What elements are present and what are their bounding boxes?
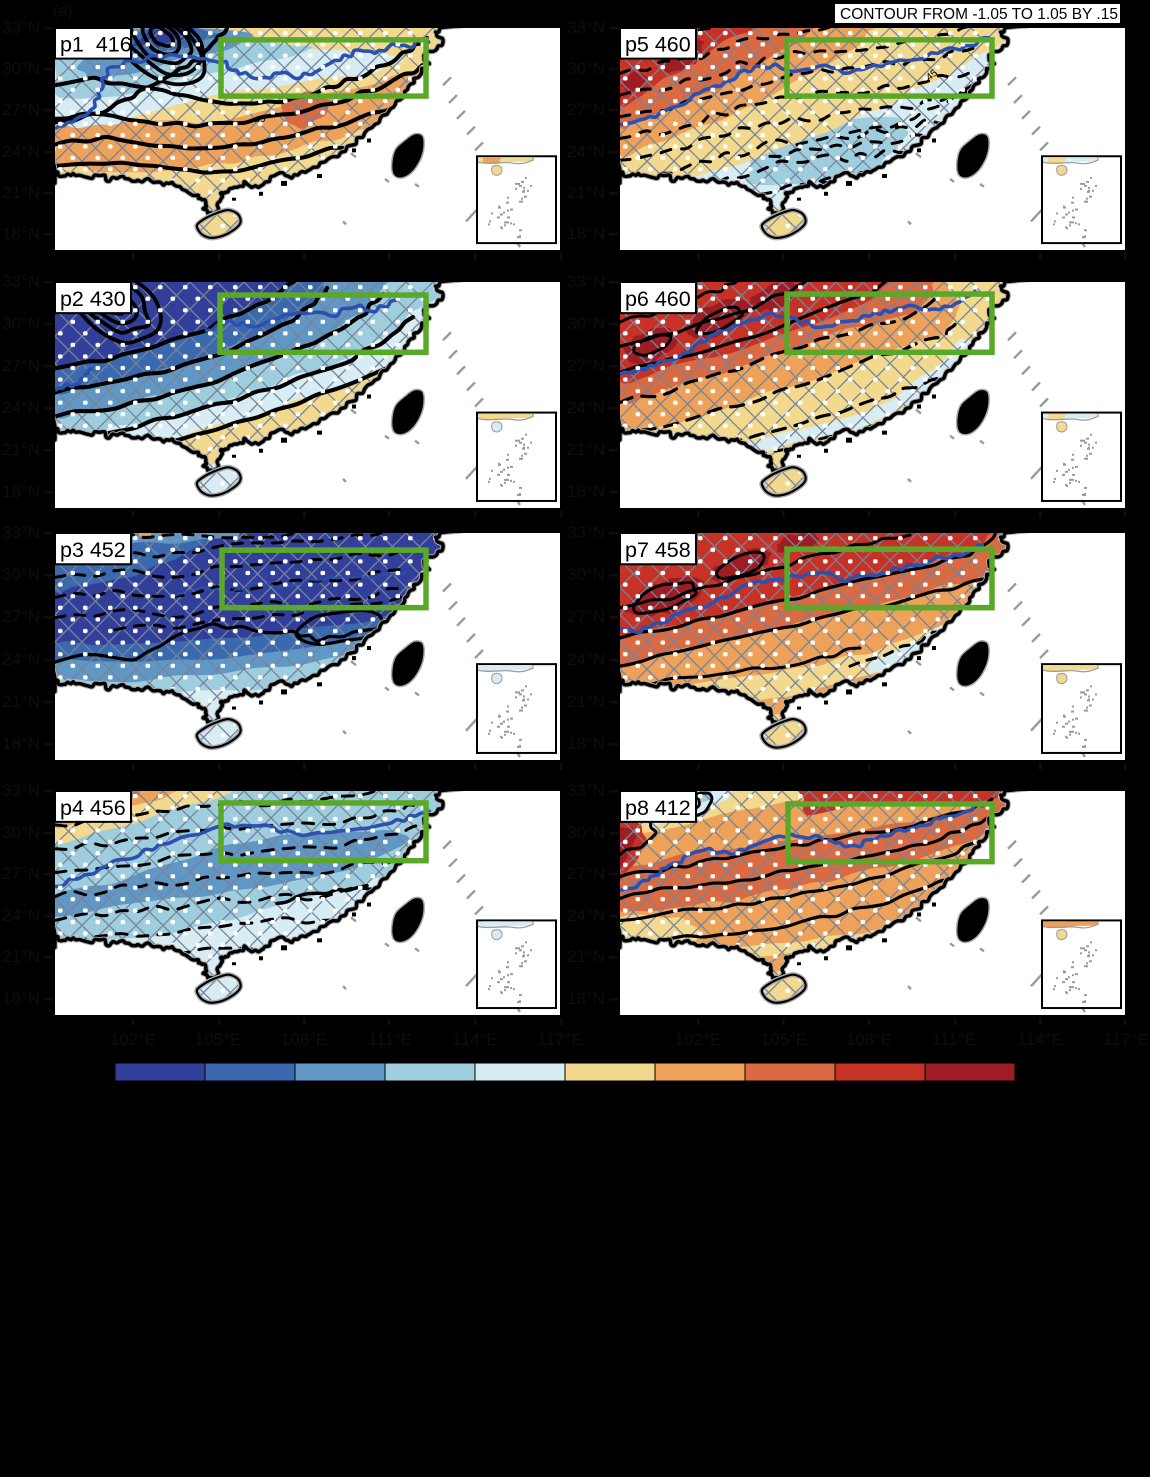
svg-text:30°N: 30°N: [2, 565, 40, 584]
svg-text:18°N: 18°N: [2, 224, 40, 243]
svg-text:111°E: 111°E: [368, 1030, 412, 1049]
svg-text:18°N: 18°N: [2, 989, 40, 1008]
svg-text:30°N: 30°N: [567, 565, 605, 584]
svg-text:33°N: 33°N: [2, 523, 40, 542]
svg-text:p7 458: p7 458: [625, 537, 691, 562]
svg-text:18°N: 18°N: [567, 989, 605, 1008]
svg-text:18°N: 18°N: [567, 734, 605, 753]
svg-text:27°N: 27°N: [2, 864, 40, 883]
svg-text:102°E: 102°E: [110, 1030, 157, 1049]
svg-text:24°N: 24°N: [567, 142, 605, 161]
svg-text:30°N: 30°N: [567, 59, 605, 78]
svg-text:21°N: 21°N: [2, 183, 40, 202]
svg-text:21°N: 21°N: [2, 692, 40, 711]
svg-text:24°N: 24°N: [2, 398, 40, 417]
svg-text:117°E: 117°E: [1103, 1030, 1148, 1049]
svg-text:24°N: 24°N: [2, 906, 40, 925]
svg-text:18°N: 18°N: [2, 482, 40, 501]
svg-text:21°N: 21°N: [567, 183, 605, 202]
svg-text:33°N: 33°N: [2, 781, 40, 800]
svg-text:30°N: 30°N: [567, 823, 605, 842]
svg-text:27°N: 27°N: [567, 100, 605, 119]
svg-text:24°N: 24°N: [567, 398, 605, 417]
svg-text:21°N: 21°N: [2, 440, 40, 459]
svg-text:p2 430: p2 430: [60, 287, 126, 311]
svg-text:(a): (a): [53, 3, 73, 20]
svg-text:p3 452: p3 452: [60, 537, 126, 562]
svg-text:117°E: 117°E: [537, 1030, 582, 1049]
svg-text:33°N: 33°N: [2, 18, 40, 37]
svg-text:105°E: 105°E: [761, 1030, 808, 1049]
svg-text:30°N: 30°N: [567, 314, 605, 333]
svg-text:21°N: 21°N: [2, 947, 40, 966]
svg-text:24°N: 24°N: [2, 142, 40, 161]
svg-text:33°N: 33°N: [567, 272, 605, 291]
svg-text:111°E: 111°E: [932, 1030, 976, 1049]
svg-text:30°N: 30°N: [2, 314, 40, 333]
svg-text:30°N: 30°N: [2, 59, 40, 78]
svg-text:27°N: 27°N: [2, 100, 40, 119]
svg-text:p8 412: p8 412: [625, 796, 691, 820]
svg-text:24°N: 24°N: [567, 906, 605, 925]
svg-text:33°N: 33°N: [567, 523, 605, 542]
svg-text:27°N: 27°N: [567, 607, 605, 626]
svg-text:21°N: 21°N: [567, 692, 605, 711]
svg-text:33°N: 33°N: [567, 18, 605, 37]
svg-text:18°N: 18°N: [2, 734, 40, 753]
svg-text:p6 460: p6 460: [625, 287, 691, 311]
svg-text:33°N: 33°N: [567, 781, 605, 800]
svg-text:24°N: 24°N: [2, 650, 40, 669]
svg-text:21°N: 21°N: [567, 947, 605, 966]
svg-text:30°N: 30°N: [2, 823, 40, 842]
svg-text:108°E: 108°E: [281, 1030, 328, 1049]
svg-text:27°N: 27°N: [567, 864, 605, 883]
svg-text:18°N: 18°N: [567, 224, 605, 243]
svg-text:p4 456: p4 456: [60, 796, 126, 820]
svg-text:CONTOUR FROM -1.05 TO 1.05 BY: CONTOUR FROM -1.05 TO 1.05 BY .15: [840, 6, 1118, 23]
svg-text:24°N: 24°N: [567, 650, 605, 669]
svg-text:p5 460: p5 460: [625, 33, 691, 57]
svg-text:27°N: 27°N: [2, 356, 40, 375]
svg-text:105°E: 105°E: [195, 1030, 242, 1049]
svg-text:p1 416: p1 416: [60, 33, 132, 57]
svg-text:33°N: 33°N: [2, 272, 40, 291]
svg-text:102°E: 102°E: [675, 1030, 722, 1049]
svg-text:108°E: 108°E: [846, 1030, 893, 1049]
svg-text:27°N: 27°N: [2, 607, 40, 626]
svg-text:18°N: 18°N: [567, 482, 605, 501]
svg-text:27°N: 27°N: [567, 356, 605, 375]
svg-text:114°E: 114°E: [1017, 1030, 1062, 1049]
svg-text:114°E: 114°E: [452, 1030, 497, 1049]
svg-text:21°N: 21°N: [567, 440, 605, 459]
